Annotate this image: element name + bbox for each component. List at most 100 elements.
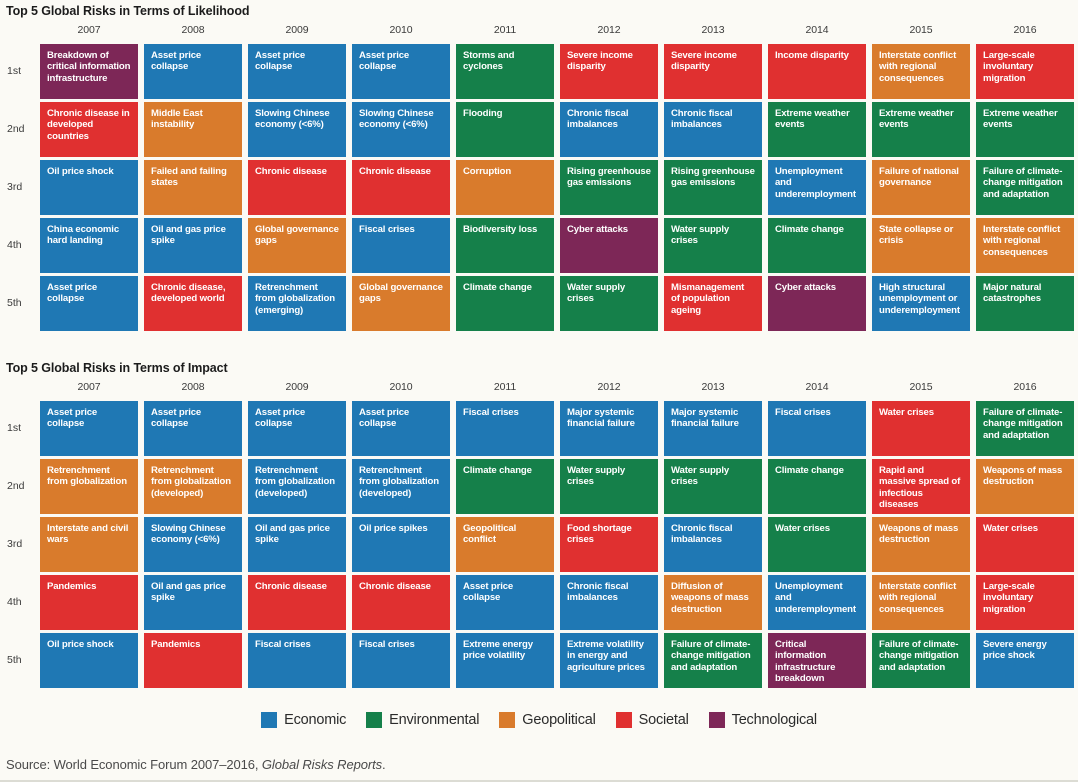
risk-cell[interactable]: Rising greenhouse gas emissions <box>560 160 658 215</box>
risk-cell[interactable]: Retrenchment from globalization (develop… <box>144 459 242 514</box>
risk-cell[interactable]: Asset price collapse <box>144 401 242 456</box>
risk-cell[interactable]: High structural unemployment or underemp… <box>872 276 970 331</box>
risk-cell[interactable]: Asset price collapse <box>40 276 138 331</box>
risk-cell[interactable]: Climate change <box>768 218 866 273</box>
risk-cell[interactable]: Oil price spikes <box>352 517 450 572</box>
risk-cell[interactable]: Chronic fiscal imbalances <box>664 517 762 572</box>
risk-cell[interactable]: China economic hard landing <box>40 218 138 273</box>
risk-cell[interactable]: Failure of climate-change mitigation and… <box>976 401 1074 456</box>
risk-cell[interactable]: Retrenchment from globalization (develop… <box>248 459 346 514</box>
risk-cell[interactable]: Interstate conflict with regional conseq… <box>976 218 1074 273</box>
risk-cell[interactable]: Interstate and civil wars <box>40 517 138 572</box>
risk-cell[interactable]: Weapons of mass destruction <box>872 517 970 572</box>
risk-cell[interactable]: Mismanagement of population ageing <box>664 276 762 331</box>
risk-cell[interactable]: Unemployment and underemployment <box>768 575 866 630</box>
risk-cell[interactable]: Retrenchment from globalization (develop… <box>352 459 450 514</box>
risk-cell[interactable]: Water crises <box>768 517 866 572</box>
risk-cell[interactable]: Weapons of mass destruction <box>976 459 1074 514</box>
risk-cell[interactable]: Climate change <box>456 459 554 514</box>
risk-cell[interactable]: Major systemic financial failure <box>664 401 762 456</box>
risk-cell[interactable]: Middle East instability <box>144 102 242 157</box>
risk-cell[interactable]: Water crises <box>872 401 970 456</box>
risk-cell[interactable]: Severe income disparity <box>664 44 762 99</box>
risk-cell[interactable]: State collapse or crisis <box>872 218 970 273</box>
risk-cell[interactable]: Cyber attacks <box>768 276 866 331</box>
risk-cell[interactable]: Water supply crises <box>664 218 762 273</box>
risk-cell[interactable]: Extreme weather events <box>976 102 1074 157</box>
risk-cell[interactable]: Slowing Chinese economy (<6%) <box>248 102 346 157</box>
risk-cell[interactable]: Food shortage crises <box>560 517 658 572</box>
risk-cell[interactable]: Asset price collapse <box>248 44 346 99</box>
risk-cell[interactable]: Large-scale involuntary migration <box>976 575 1074 630</box>
risk-cell[interactable]: Chronic fiscal imbalances <box>560 575 658 630</box>
risk-cell[interactable]: Pandemics <box>144 633 242 688</box>
risk-cell[interactable]: Water supply crises <box>560 459 658 514</box>
risk-cell[interactable]: Rapid and massive spread of infectious d… <box>872 459 970 514</box>
risk-cell[interactable]: Geopolitical conflict <box>456 517 554 572</box>
risk-cell[interactable]: Oil and gas price spike <box>144 575 242 630</box>
risk-cell[interactable]: Breakdown of critical information infras… <box>40 44 138 99</box>
risk-cell[interactable]: Severe income disparity <box>560 44 658 99</box>
risk-cell[interactable]: Chronic disease <box>352 575 450 630</box>
risk-cell[interactable]: Income disparity <box>768 44 866 99</box>
risk-cell[interactable]: Slowing Chinese economy (<6%) <box>144 517 242 572</box>
risk-cell[interactable]: Extreme weather events <box>768 102 866 157</box>
risk-cell[interactable]: Failure of climate-change mitigation and… <box>872 633 970 688</box>
risk-cell[interactable]: Water supply crises <box>664 459 762 514</box>
risk-cell[interactable]: Failure of climate-change mitigation and… <box>976 160 1074 215</box>
risk-cell[interactable]: Global governance gaps <box>248 218 346 273</box>
risk-cell[interactable]: Asset price collapse <box>352 44 450 99</box>
risk-cell[interactable]: Climate change <box>456 276 554 331</box>
risk-cell[interactable]: Chronic disease <box>352 160 450 215</box>
risk-cell[interactable]: Chronic fiscal imbalances <box>664 102 762 157</box>
risk-cell[interactable]: Major natural catastrophes <box>976 276 1074 331</box>
risk-cell[interactable]: Chronic disease <box>248 160 346 215</box>
risk-cell[interactable]: Asset price collapse <box>352 401 450 456</box>
risk-cell[interactable]: Corruption <box>456 160 554 215</box>
risk-cell[interactable]: Flooding <box>456 102 554 157</box>
risk-cell[interactable]: Severe energy price shock <box>976 633 1074 688</box>
risk-cell[interactable]: Extreme volatility in energy and agricul… <box>560 633 658 688</box>
risk-cell[interactable]: Rising greenhouse gas emissions <box>664 160 762 215</box>
risk-cell[interactable]: Failure of national governance <box>872 160 970 215</box>
risk-cell[interactable]: Fiscal crises <box>352 633 450 688</box>
risk-cell[interactable]: Fiscal crises <box>248 633 346 688</box>
risk-cell[interactable]: Oil price shock <box>40 160 138 215</box>
risk-cell[interactable]: Extreme weather events <box>872 102 970 157</box>
risk-cell[interactable]: Large-scale involuntary migration <box>976 44 1074 99</box>
risk-cell[interactable]: Retrenchment from globalization (emergin… <box>248 276 346 331</box>
risk-cell[interactable]: Slowing Chinese economy (<6%) <box>352 102 450 157</box>
risk-cell[interactable]: Oil price shock <box>40 633 138 688</box>
risk-cell[interactable]: Interstate conflict with regional conseq… <box>872 575 970 630</box>
risk-cell[interactable]: Storms and cyclones <box>456 44 554 99</box>
risk-cell[interactable]: Fiscal crises <box>768 401 866 456</box>
risk-cell[interactable]: Water supply crises <box>560 276 658 331</box>
risk-cell[interactable]: Major systemic financial failure <box>560 401 658 456</box>
risk-cell[interactable]: Biodiversity loss <box>456 218 554 273</box>
risk-cell[interactable]: Climate change <box>768 459 866 514</box>
risk-cell[interactable]: Chronic disease in developed countries <box>40 102 138 157</box>
risk-cell[interactable]: Unemployment and underemployment <box>768 160 866 215</box>
risk-cell[interactable]: Asset price collapse <box>248 401 346 456</box>
risk-cell[interactable]: Oil and gas price spike <box>248 517 346 572</box>
risk-cell[interactable]: Asset price collapse <box>456 575 554 630</box>
risk-cell[interactable]: Critical information infrastructure brea… <box>768 633 866 688</box>
risk-cell[interactable]: Interstate conflict with regional conseq… <box>872 44 970 99</box>
risk-cell[interactable]: Asset price collapse <box>40 401 138 456</box>
risk-cell[interactable]: Chronic disease <box>248 575 346 630</box>
risk-cell[interactable]: Diffusion of weapons of mass destruction <box>664 575 762 630</box>
risk-cell[interactable]: Fiscal crises <box>456 401 554 456</box>
risk-cell[interactable]: Global governance gaps <box>352 276 450 331</box>
risk-cell[interactable]: Failure of climate-change mitigation and… <box>664 633 762 688</box>
risk-cell[interactable]: Retrenchment from globalization <box>40 459 138 514</box>
risk-cell[interactable]: Oil and gas price spike <box>144 218 242 273</box>
risk-cell[interactable]: Water crises <box>976 517 1074 572</box>
risk-cell[interactable]: Extreme energy price volatility <box>456 633 554 688</box>
risk-cell[interactable]: Chronic disease, developed world <box>144 276 242 331</box>
risk-cell[interactable]: Cyber attacks <box>560 218 658 273</box>
risk-cell[interactable]: Asset price collapse <box>144 44 242 99</box>
risk-cell[interactable]: Chronic fiscal imbalances <box>560 102 658 157</box>
risk-cell[interactable]: Failed and failing states <box>144 160 242 215</box>
risk-cell[interactable]: Fiscal crises <box>352 218 450 273</box>
risk-cell[interactable]: Pandemics <box>40 575 138 630</box>
